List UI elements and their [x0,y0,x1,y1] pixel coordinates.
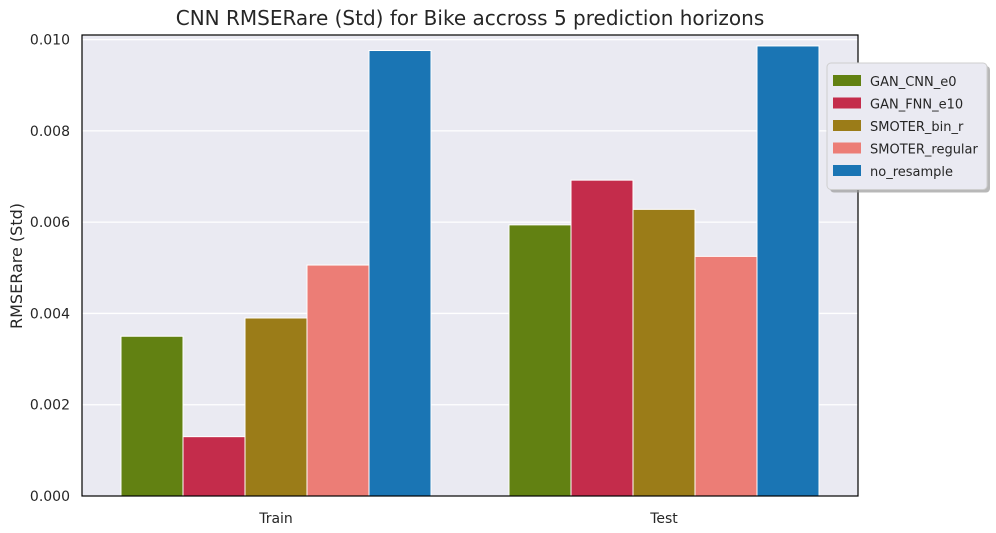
bars [120,45,820,497]
bar-GAN_CNN_e0-Train [120,335,184,497]
y-axis-ticks: 0.000 0.002 0.004 0.006 0.008 0.010 [30,33,70,505]
bar-SMOTER_bin_r-Test [632,208,696,497]
bar-GAN_CNN_e0-Test [508,224,572,497]
legend-swatch [833,97,861,109]
legend-swatch [833,142,861,154]
bar-no_resample-Train [368,50,432,497]
bar-GAN_FNN_e10-Test [570,179,634,497]
y-tick-label: 0.008 [30,124,70,140]
bar-GAN_FNN_e10-Train [182,436,246,497]
legend-label: GAN_FNN_e10 [870,98,963,113]
y-tick-label: 0.002 [30,398,70,414]
legend-swatch [833,75,861,86]
bar-SMOTER_regular-Test [694,255,758,497]
legend-label: no_resample [870,165,953,180]
legend-box [826,62,988,190]
bar-SMOTER_regular-Train [306,264,370,497]
legend-label: SMOTER_bin_r [870,120,964,135]
legend-swatch [833,165,861,176]
bar-SMOTER_bin_r-Train [244,317,308,497]
y-tick-label: 0.004 [30,306,70,322]
bar-no_resample-Test [756,45,820,497]
x-axis-ticks: Train Test [258,511,678,527]
legend-label: SMOTER_regular [870,143,979,158]
legend-swatch [833,120,861,131]
chart-title: CNN RMSERare (Std) for Bike accross 5 pr… [176,6,765,30]
y-tick-label: 0.006 [30,215,70,231]
y-tick-label: 0.000 [30,489,70,505]
legend-label: GAN_CNN_e0 [870,75,957,90]
y-tick-label: 0.010 [30,33,70,49]
legend: GAN_CNN_e0 GAN_FNN_e10 SMOTER_bin_r SMOTER_… [826,62,990,193]
x-tick-label: Train [258,511,293,527]
plot-frame [81,34,859,497]
x-tick-label: Test [649,511,678,527]
y-axis-label: RMSERare (Std) [7,203,26,329]
